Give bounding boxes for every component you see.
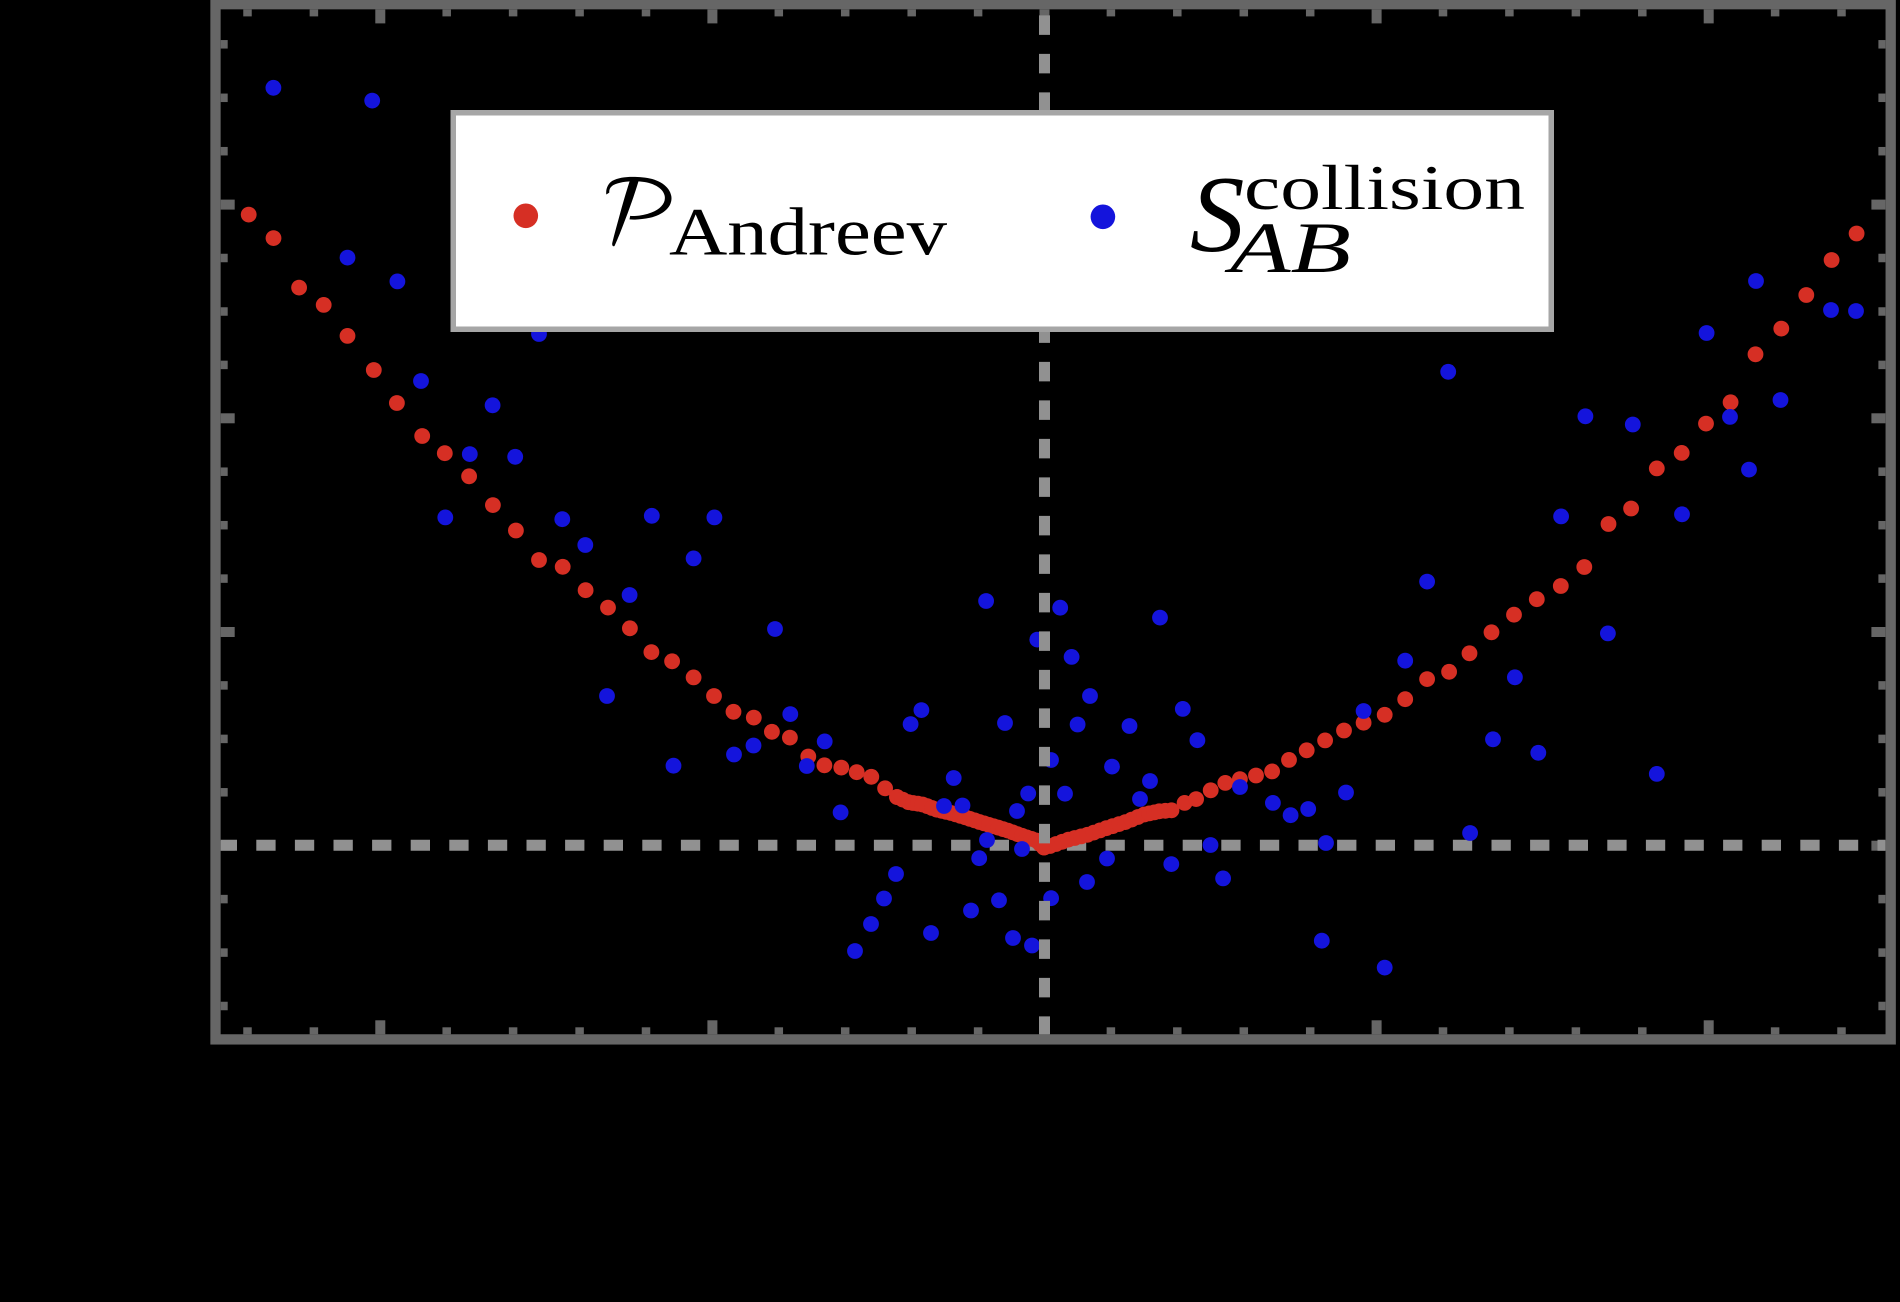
svg-text:collision: collision (1244, 152, 1525, 223)
svg-text:Andreev: Andreev (669, 194, 947, 270)
svg-text:S: S (1190, 154, 1245, 275)
svg-text:AB: AB (1224, 208, 1351, 288)
